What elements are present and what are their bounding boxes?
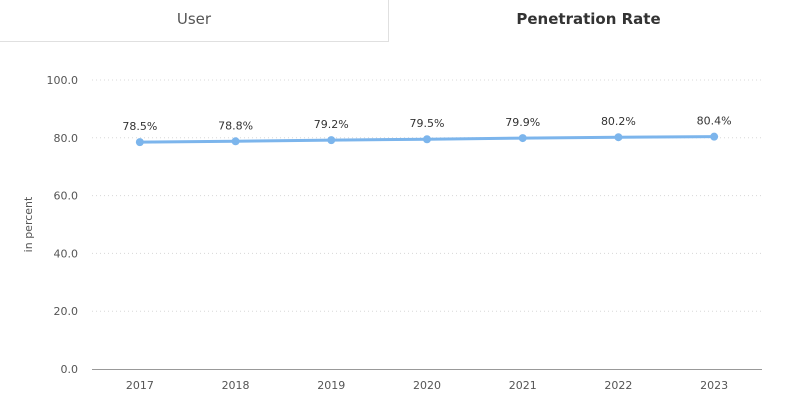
x-tick-label: 2018	[222, 379, 250, 392]
x-tick-label: 2023	[700, 379, 728, 392]
y-tick-label: 100.0	[47, 74, 79, 87]
y-tick-label: 40.0	[54, 247, 79, 260]
data-point[interactable]	[135, 138, 144, 147]
gridlines	[92, 79, 762, 312]
data-point[interactable]	[518, 134, 527, 143]
data-label: 80.2%	[601, 115, 636, 128]
data-point[interactable]	[423, 135, 431, 144]
x-tick-label: 2019	[317, 379, 345, 392]
x-tick-label: 2020	[413, 379, 441, 392]
data-point[interactable]	[710, 132, 719, 141]
data-point[interactable]	[231, 137, 240, 146]
data-label: 80.4%	[697, 115, 732, 128]
y-tick-labels: 0.0 20.0 40.0 60.0 80.0 100.0	[47, 74, 79, 376]
x-tick-labels: 2017 2018 2019 2020 2021 2022 2023	[126, 379, 728, 392]
tab-penetration-rate[interactable]: Penetration Rate	[516, 10, 661, 28]
x-tick-label: 2021	[509, 379, 537, 392]
series-layer: 78.5% 78.8% 79.2% 79.5% 79.9% 80.2% 80.4%	[122, 115, 732, 147]
x-tick-label: 2017	[126, 379, 154, 392]
y-tick-label: 0.0	[61, 363, 79, 376]
tab-bar: User Penetration Rate	[0, 0, 788, 43]
data-label: 79.9%	[505, 116, 540, 129]
y-tick-label: 80.0	[54, 132, 79, 145]
y-axis-label: in percent	[22, 196, 35, 252]
data-label: 78.8%	[218, 119, 253, 132]
tab-user[interactable]: User	[0, 0, 389, 42]
data-label: 78.5%	[122, 120, 157, 133]
y-tick-label: 20.0	[54, 305, 79, 318]
data-point[interactable]	[327, 136, 336, 145]
data-label: 79.5%	[410, 117, 445, 130]
x-tick-label: 2022	[604, 379, 632, 392]
data-point[interactable]	[614, 133, 623, 142]
y-tick-label: 60.0	[54, 190, 79, 203]
data-label: 79.2%	[314, 118, 349, 131]
